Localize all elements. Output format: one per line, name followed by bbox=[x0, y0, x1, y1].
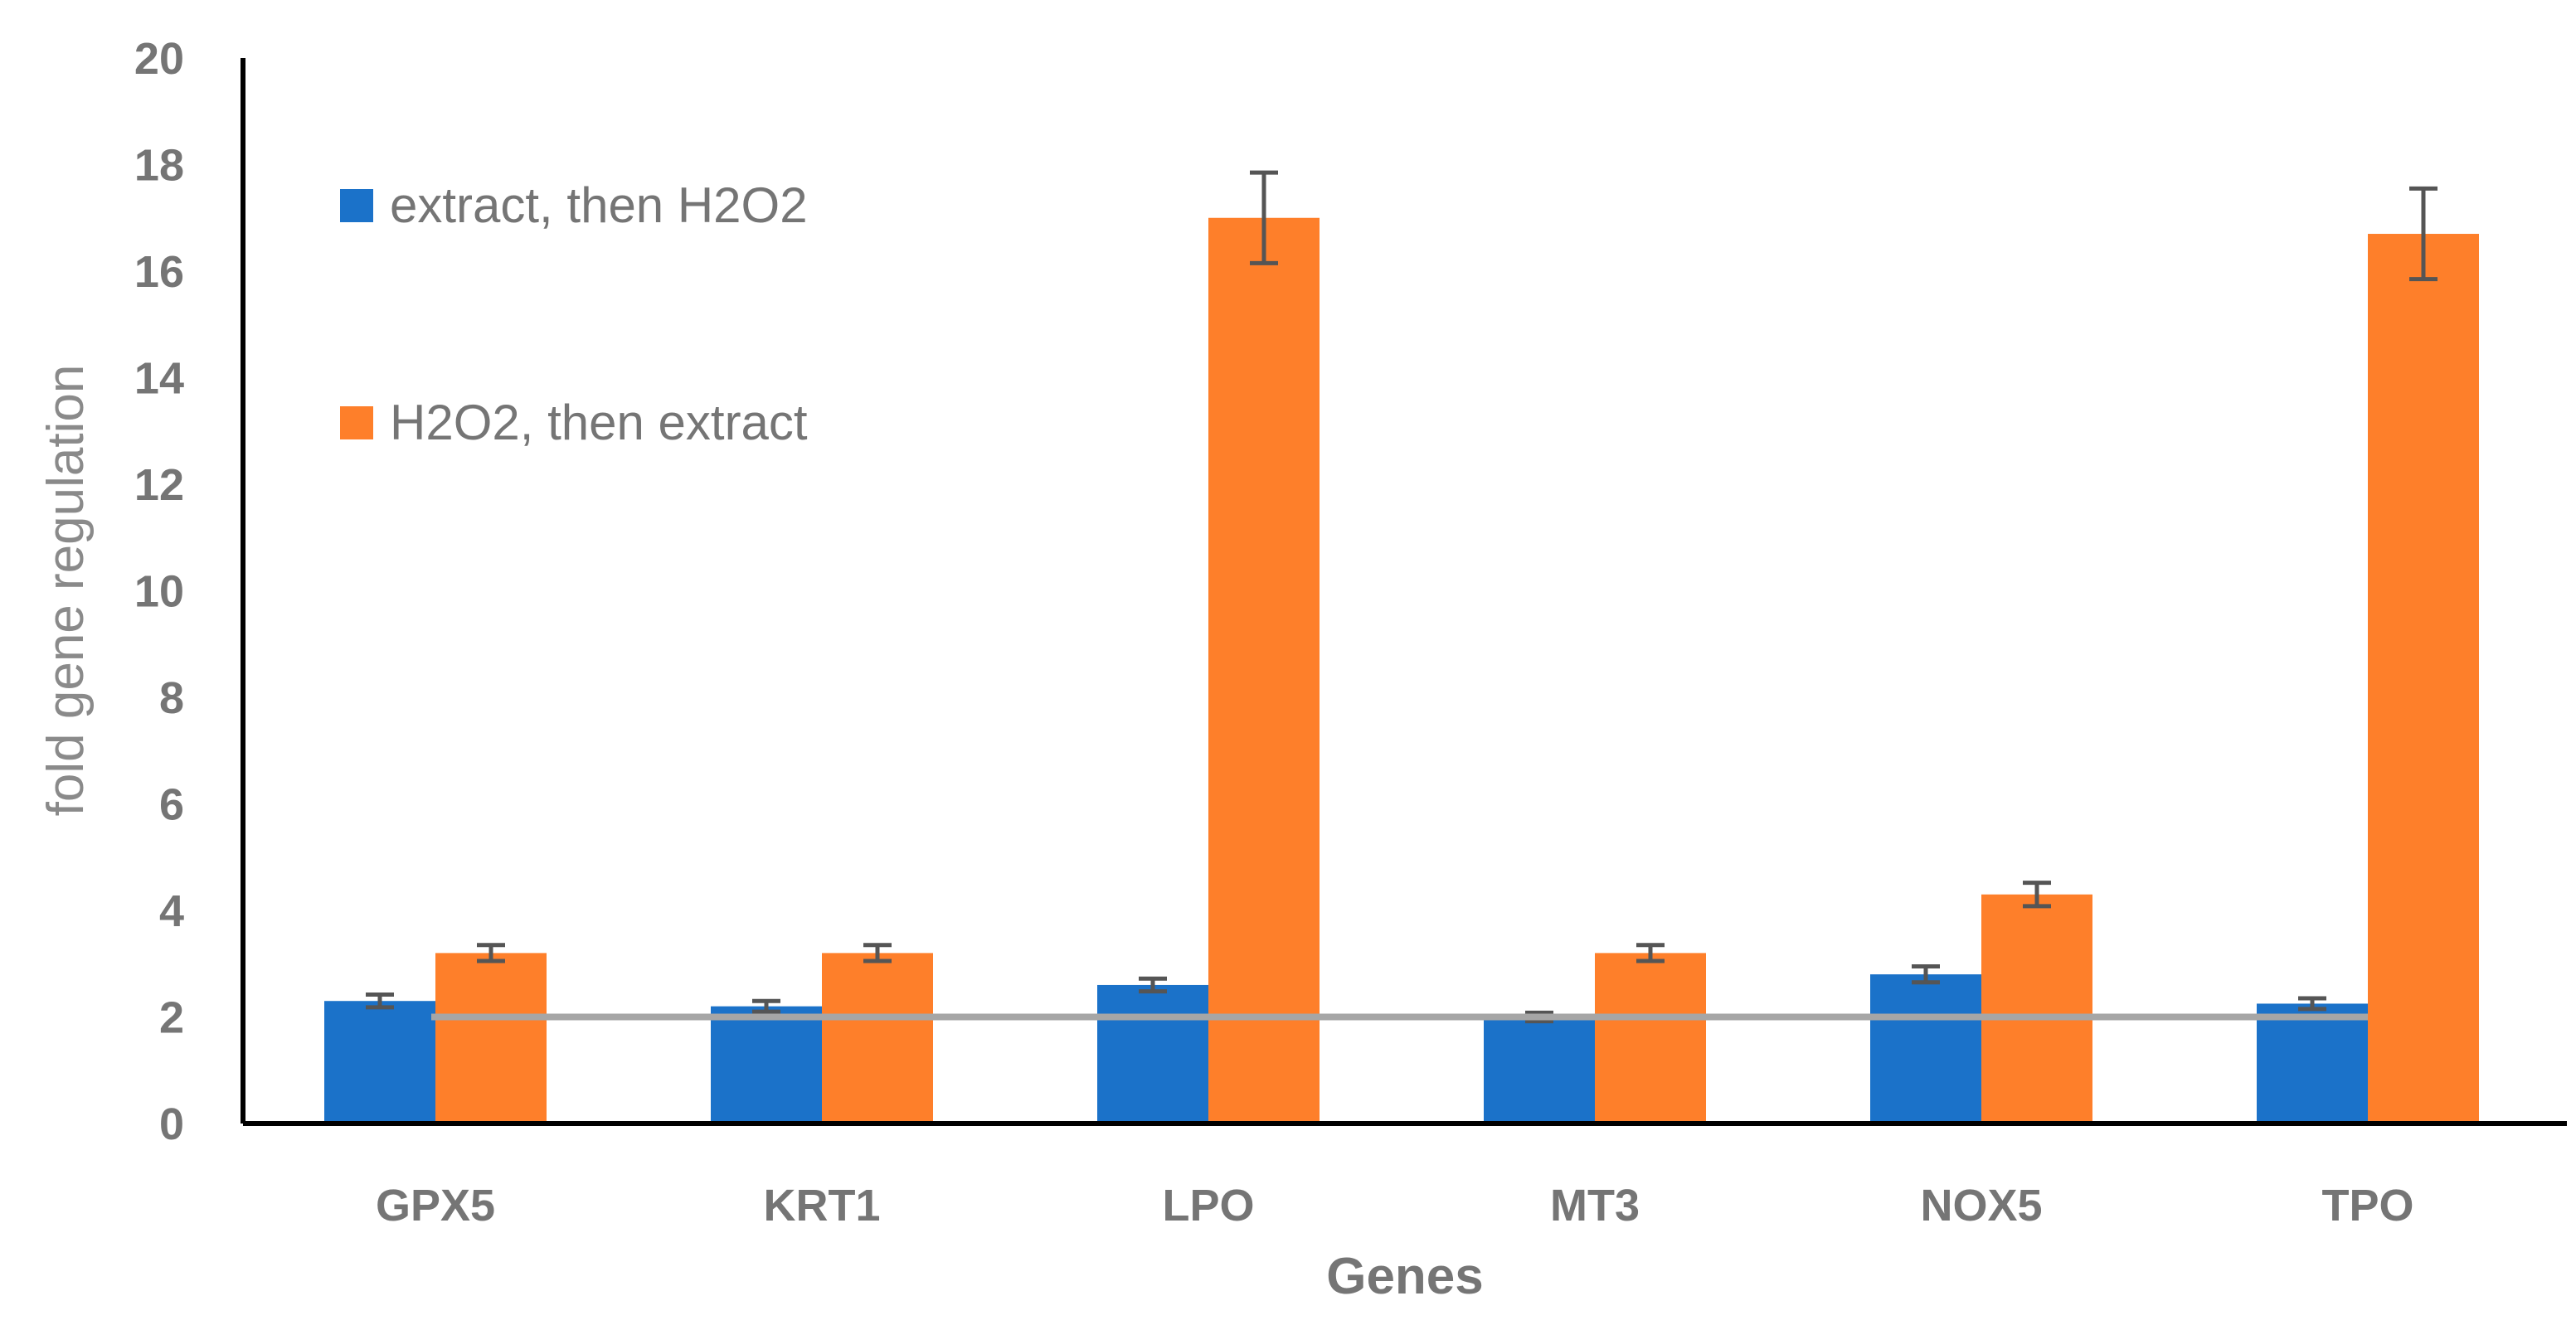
legend: extract, then H2O2 H2O2, then extract bbox=[340, 177, 808, 450]
y-tick-label: 0 bbox=[159, 1099, 184, 1149]
y-tick-label: 6 bbox=[159, 780, 184, 830]
y-tick-label: 12 bbox=[134, 460, 184, 510]
error-bar-gpx5-series-2 bbox=[477, 943, 505, 963]
y-tick-label: 18 bbox=[134, 141, 184, 191]
x-category-label: LPO bbox=[1162, 1181, 1254, 1230]
legend-swatch-series-2 bbox=[340, 406, 373, 439]
error-bar-mt3-series-2 bbox=[1636, 943, 1665, 963]
error-bar-krt1-series-2 bbox=[863, 943, 892, 963]
bar-krt1-series-1 bbox=[711, 1006, 822, 1124]
error-bar-tpo-series-2 bbox=[2409, 186, 2437, 282]
legend-label-series-1: extract, then H2O2 bbox=[390, 177, 808, 233]
x-category-label: GPX5 bbox=[376, 1181, 495, 1230]
x-axis-title: Genes bbox=[1326, 1248, 1484, 1305]
y-tick-label: 20 bbox=[134, 34, 184, 84]
bar-lpo-series-2 bbox=[1208, 217, 1320, 1124]
y-tick-label: 16 bbox=[134, 247, 184, 297]
x-category-label: MT3 bbox=[1550, 1181, 1640, 1230]
x-category-label: TPO bbox=[2321, 1181, 2413, 1230]
bar-mt3-series-1 bbox=[1484, 1017, 1595, 1124]
y-tick-label: 10 bbox=[134, 567, 184, 617]
x-category-label: KRT1 bbox=[763, 1181, 880, 1230]
error-bar-gpx5-series-1 bbox=[366, 993, 394, 1010]
error-bar-lpo-series-2 bbox=[1250, 170, 1278, 265]
bar-krt1-series-2 bbox=[822, 953, 933, 1124]
bar-gpx5-series-2 bbox=[435, 953, 547, 1124]
error-bar-krt1-series-1 bbox=[752, 998, 780, 1014]
error-bar-nox5-series-2 bbox=[2023, 881, 2051, 909]
error-bar-tpo-series-1 bbox=[2298, 996, 2326, 1012]
x-category-label: NOX5 bbox=[1920, 1181, 2042, 1230]
y-axis-title: fold gene regulation bbox=[37, 365, 95, 817]
y-tick-label: 4 bbox=[159, 886, 184, 936]
legend-swatch-series-1 bbox=[340, 189, 373, 222]
bar-mt3-series-2 bbox=[1595, 953, 1706, 1124]
bar-lpo-series-1 bbox=[1097, 984, 1208, 1124]
y-tick-label: 8 bbox=[159, 673, 184, 723]
bar-nox5-series-2 bbox=[1981, 894, 2092, 1124]
error-bar-lpo-series-1 bbox=[1139, 976, 1167, 994]
y-tick-label: 2 bbox=[159, 993, 184, 1043]
error-bar-nox5-series-1 bbox=[1912, 963, 1940, 985]
bar-tpo-series-2 bbox=[2368, 234, 2479, 1124]
bar-gpx5-series-1 bbox=[324, 1001, 435, 1124]
bar-nox5-series-1 bbox=[1870, 974, 1981, 1124]
y-tick-label: 14 bbox=[134, 354, 184, 404]
legend-label-series-2: H2O2, then extract bbox=[390, 395, 808, 450]
bar-tpo-series-1 bbox=[2257, 1003, 2368, 1124]
